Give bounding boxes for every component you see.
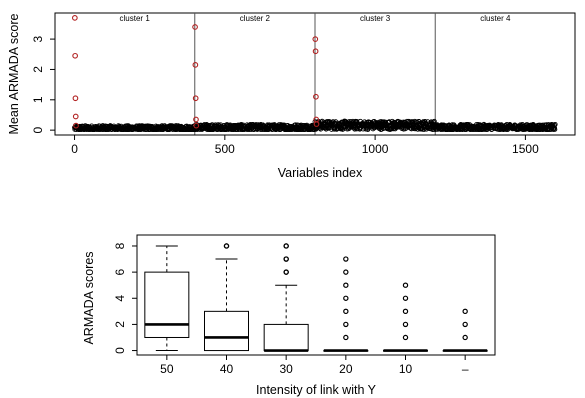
box-outlier [343, 256, 349, 262]
highlighted-point [73, 122, 79, 129]
cluster-label: cluster 3 [360, 14, 391, 23]
box-outlier [343, 295, 349, 301]
background-points [72, 118, 558, 132]
box-outlier [402, 334, 409, 341]
y-tick-label: 2 [113, 321, 127, 328]
box-outlier [462, 308, 468, 315]
box-outlier [402, 282, 409, 288]
cluster-labels: cluster 1 cluster 2 cluster 3 cluster 4 [120, 14, 511, 23]
highlighted-point [313, 121, 320, 127]
box-outlier [223, 243, 230, 249]
scatter-y-axis: 0 1 2 3 [31, 35, 56, 133]
box-outlier [402, 308, 409, 315]
x-tick-label: 500 [215, 142, 235, 156]
box-outlier [283, 269, 289, 275]
boxplot-y-axis: 0 2 4 6 8 [113, 242, 138, 354]
x-tick-label: 20 [339, 362, 353, 376]
x-tick-label: 40 [220, 362, 234, 376]
box-outlier [343, 269, 349, 275]
y-tick-label: 0 [31, 126, 45, 133]
box-outlier [462, 321, 468, 328]
scatter-point [552, 126, 558, 132]
boxplot-frame [136, 234, 496, 356]
y-tick-label: 4 [113, 295, 127, 302]
box-body [204, 310, 249, 352]
box-outlier [343, 334, 349, 341]
y-tick-label: 8 [113, 242, 127, 249]
box-body [263, 323, 309, 352]
box-outlier [343, 282, 349, 288]
scatter-y-axis-title: Mean ARMADA score [7, 14, 21, 135]
scatter-point [354, 119, 360, 125]
box-body [144, 271, 190, 338]
highlighted-point [312, 36, 319, 42]
x-tick-label: 10 [399, 362, 413, 376]
x-tick-label: 50 [160, 362, 174, 376]
scatter-point [552, 121, 558, 127]
boxplot-panel: 50 40 30 20 10 – 0 2 4 6 8 Intensity of link with… [82, 234, 496, 397]
box-outlier [343, 321, 349, 328]
highlighted-point [193, 116, 199, 123]
cluster-label: cluster 4 [480, 14, 511, 23]
cluster-label: cluster 1 [120, 14, 151, 23]
y-tick-label: 1 [31, 96, 45, 103]
scatter-x-axis: 0 500 1000 1500 [71, 134, 539, 156]
box-outlier [462, 334, 468, 341]
cluster-label: cluster 2 [240, 14, 271, 23]
highlighted-point [71, 15, 78, 21]
highlighted-point [72, 52, 78, 59]
box-outlier [283, 256, 289, 262]
scatter-panel: cluster 1 cluster 2 cluster 3 cluster 4 0 50… [7, 12, 576, 180]
y-tick-label: 6 [113, 268, 127, 275]
highlighted-point [192, 24, 198, 30]
highlighted-point [192, 62, 199, 68]
x-tick-label: 30 [279, 362, 293, 376]
x-tick-label: – [462, 362, 469, 376]
highlighted-point [193, 122, 200, 129]
x-tick-label: 1000 [362, 142, 389, 156]
highlighted-point [72, 113, 79, 120]
scatter-point [293, 122, 298, 128]
boxplot-x-axis: 50 40 30 20 10 – [160, 354, 469, 376]
y-tick-label: 2 [31, 66, 45, 73]
y-tick-label: 0 [113, 347, 127, 354]
scatter-x-axis-title: Variables index [278, 166, 363, 180]
boxplot-y-axis-title: ARMADA scores [82, 251, 96, 344]
highlighted-point [192, 95, 199, 102]
box-outlier [283, 243, 289, 249]
highlighted-point [72, 95, 79, 102]
highlighted-points [71, 15, 320, 129]
box-outlier [402, 321, 409, 328]
boxplot-x-axis-title: Intensity of link with Y [256, 383, 377, 397]
highlighted-point [313, 93, 319, 100]
x-tick-label: 1500 [512, 142, 539, 156]
box-outlier [343, 308, 349, 315]
x-tick-label: 0 [71, 142, 78, 156]
box-outlier [402, 295, 409, 301]
y-tick-label: 3 [31, 35, 45, 42]
boxplot-boxes [144, 243, 488, 352]
cluster-dividers [194, 13, 436, 135]
highlighted-point [312, 48, 319, 55]
